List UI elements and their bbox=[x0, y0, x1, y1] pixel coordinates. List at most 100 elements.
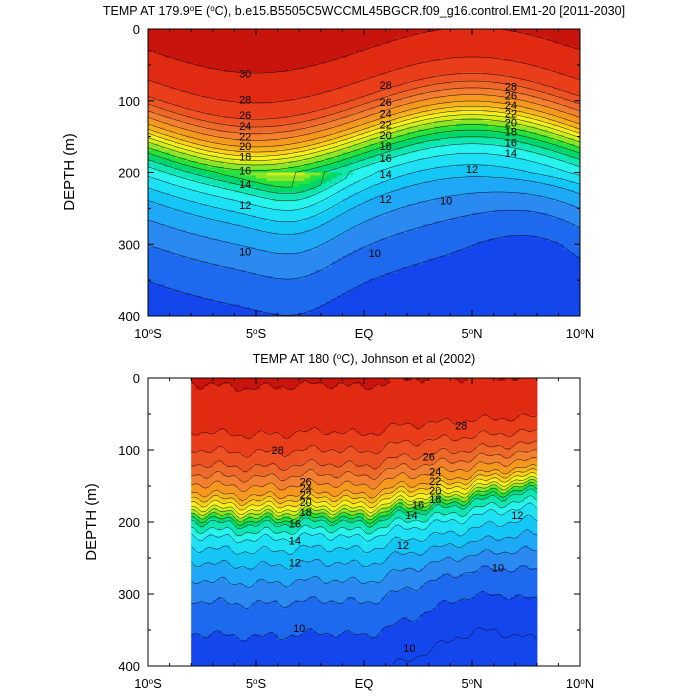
field-cell bbox=[358, 261, 365, 265]
field-cell bbox=[266, 284, 273, 288]
field-cell bbox=[283, 215, 289, 220]
field-cell bbox=[164, 232, 171, 237]
field-cell bbox=[283, 86, 289, 90]
field-cell bbox=[158, 247, 165, 251]
field-cell bbox=[180, 175, 187, 179]
field-cell bbox=[223, 235, 230, 240]
field-cell bbox=[229, 106, 235, 110]
field-cell bbox=[293, 57, 300, 62]
field-cell bbox=[353, 74, 360, 79]
field-cell bbox=[364, 252, 370, 257]
field-cell bbox=[180, 31, 187, 36]
field-cell bbox=[320, 83, 327, 87]
field-cell bbox=[369, 83, 376, 87]
field-cell bbox=[326, 51, 333, 56]
field-cell bbox=[310, 301, 316, 306]
field-cell bbox=[283, 143, 289, 148]
field-cell bbox=[272, 264, 279, 268]
field-cell bbox=[239, 212, 246, 217]
field-cell bbox=[239, 123, 246, 128]
field-cell bbox=[310, 132, 316, 136]
field-cell bbox=[202, 161, 208, 165]
field-cell bbox=[202, 89, 208, 93]
field-cell bbox=[202, 252, 208, 257]
field-cell bbox=[283, 43, 289, 47]
field-cell bbox=[412, 155, 419, 159]
field-cell bbox=[364, 149, 370, 154]
field-cell bbox=[326, 109, 333, 113]
field-cell bbox=[380, 215, 387, 220]
field-cell bbox=[148, 181, 154, 185]
field-cell bbox=[331, 54, 338, 59]
field-cell bbox=[266, 172, 273, 176]
field-cell bbox=[331, 83, 338, 87]
field-cell bbox=[180, 97, 187, 102]
field-cell bbox=[358, 43, 365, 47]
field-cell bbox=[364, 204, 370, 208]
field-cell bbox=[158, 261, 165, 265]
field-cell bbox=[245, 310, 252, 314]
field-cell bbox=[234, 49, 241, 53]
field-cell bbox=[223, 281, 230, 286]
field-cell bbox=[169, 298, 176, 303]
field-cell bbox=[196, 212, 203, 217]
field-cell bbox=[380, 63, 387, 67]
field-cell bbox=[180, 301, 187, 306]
field-cell bbox=[326, 284, 333, 288]
field-cell bbox=[315, 290, 322, 294]
field-cell bbox=[288, 278, 295, 283]
field-cell bbox=[266, 232, 273, 237]
field-cell bbox=[293, 123, 300, 128]
field-cell bbox=[407, 204, 414, 208]
field-cell bbox=[299, 37, 306, 42]
field-cell bbox=[310, 178, 316, 182]
field-cell bbox=[374, 129, 381, 133]
field-cell bbox=[261, 34, 268, 39]
field-cell bbox=[304, 270, 311, 274]
field-cell bbox=[374, 29, 381, 33]
field-cell bbox=[212, 227, 219, 231]
field-cell bbox=[212, 43, 219, 47]
field-cell bbox=[175, 143, 181, 148]
field-cell bbox=[412, 100, 419, 105]
field-cell bbox=[229, 172, 235, 176]
field-cell bbox=[261, 132, 268, 136]
field-cell bbox=[326, 175, 333, 179]
field-cell bbox=[212, 255, 219, 260]
field-cell bbox=[277, 60, 284, 65]
field-cell bbox=[272, 63, 279, 67]
field-cell bbox=[385, 120, 392, 125]
field-cell bbox=[153, 249, 160, 254]
field-cell bbox=[380, 206, 387, 211]
field-cell bbox=[331, 152, 338, 156]
field-cell bbox=[304, 143, 311, 148]
field-cell bbox=[277, 72, 284, 76]
field-cell bbox=[229, 252, 235, 257]
field-cell bbox=[337, 287, 343, 291]
field-cell bbox=[326, 103, 333, 108]
field-cell bbox=[299, 244, 306, 248]
field-cell bbox=[396, 60, 403, 65]
field-cell bbox=[315, 298, 322, 303]
field-cell bbox=[374, 235, 381, 240]
field-cell bbox=[218, 161, 225, 165]
field-cell bbox=[218, 181, 225, 185]
field-cell bbox=[358, 189, 365, 194]
field-cell bbox=[180, 34, 187, 39]
field-cell bbox=[310, 198, 316, 202]
field-cell bbox=[158, 232, 165, 237]
field-cell bbox=[304, 224, 311, 228]
field-cell bbox=[407, 189, 414, 194]
field-cell bbox=[256, 290, 262, 294]
field-cell bbox=[364, 95, 370, 99]
field-cell bbox=[212, 138, 219, 142]
field-cell bbox=[212, 69, 219, 73]
field-cell bbox=[212, 183, 219, 188]
field-cell bbox=[185, 270, 192, 274]
field-cell bbox=[391, 313, 397, 316]
field-cell bbox=[148, 293, 154, 297]
field-cell bbox=[412, 238, 419, 242]
field-cell bbox=[202, 241, 208, 245]
field-cell bbox=[320, 46, 327, 50]
field-cell bbox=[407, 51, 414, 56]
